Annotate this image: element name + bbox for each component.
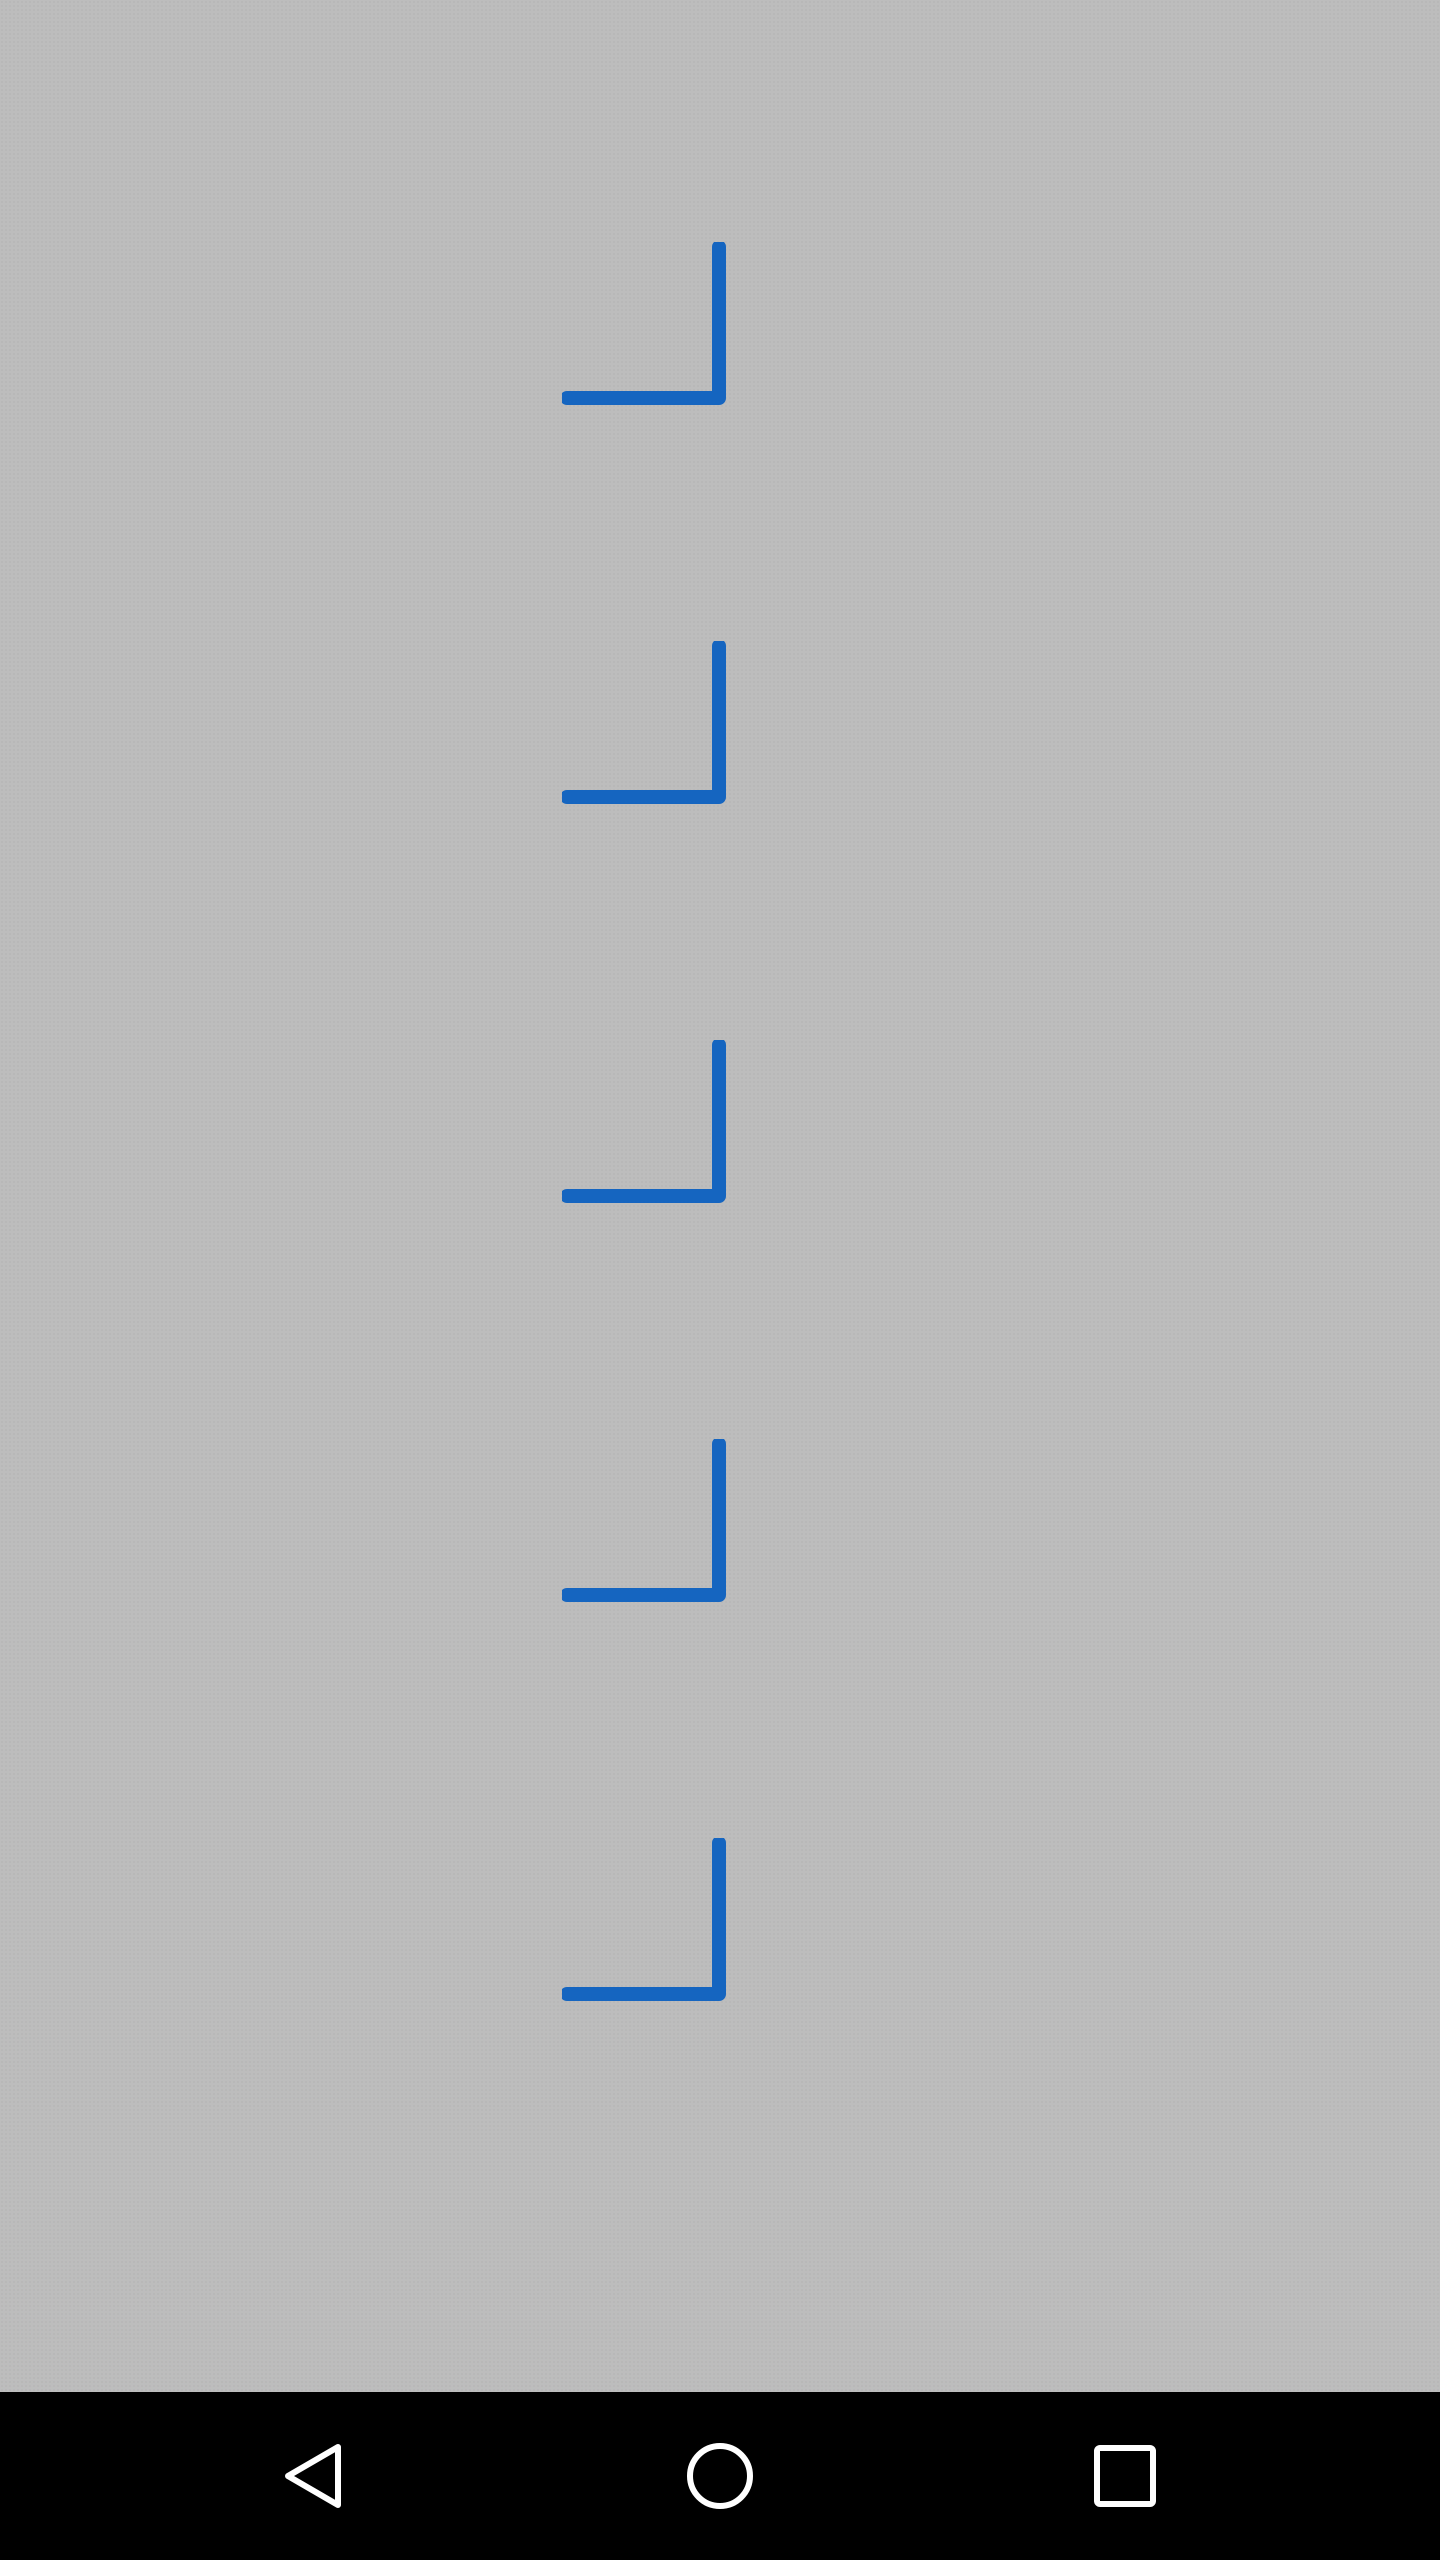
recents-button[interactable]	[1060, 2411, 1190, 2541]
home-icon	[687, 2443, 753, 2509]
corner-bracket-icon	[562, 641, 730, 809]
back-button[interactable]	[250, 2411, 380, 2541]
back-icon	[285, 2444, 341, 2508]
content-area	[0, 0, 1440, 2392]
corner-bracket-icon	[562, 242, 730, 410]
recents-icon	[1094, 2445, 1156, 2507]
corner-bracket-icon	[562, 1838, 730, 2006]
home-button[interactable]	[655, 2411, 785, 2541]
navigation-bar	[0, 2392, 1440, 2560]
corner-bracket-icon	[562, 1040, 730, 1208]
corner-bracket-icon	[562, 1439, 730, 1607]
